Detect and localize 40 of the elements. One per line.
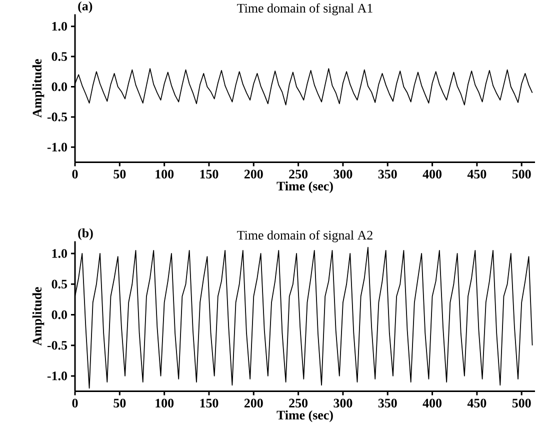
x-tick-label: 500	[512, 398, 531, 408]
x-tick-label: 150	[200, 170, 218, 178]
y-tick-label: 1.0	[52, 22, 67, 31]
y-axis-title: Amplitude	[32, 58, 44, 118]
x-tick-label: 400	[422, 398, 442, 408]
y-tick-label: -0.5	[47, 112, 68, 122]
x-tick-label: 100	[156, 398, 174, 408]
x-tick-label: 350	[378, 170, 397, 178]
x-tick-label: 300	[334, 398, 352, 408]
x-tick-label: 450	[467, 398, 486, 408]
x-tick-label: 200	[244, 170, 263, 178]
x-tick-label: 250	[289, 398, 308, 408]
x-tick-label: 0	[72, 398, 78, 408]
x-tick-label: 0	[72, 170, 78, 178]
y-tick-label: 0.5	[52, 52, 68, 61]
x-tick-label: 50	[114, 398, 126, 408]
y-tick-label: 0.0	[52, 310, 67, 319]
x-tick-label: 400	[422, 170, 442, 178]
y-tick-label: -0.5	[47, 340, 68, 350]
x-tick-label: 250	[289, 170, 308, 178]
text: (b)	[78, 228, 93, 240]
x-tick-label: 450	[467, 170, 486, 178]
x-tick-label: 300	[334, 170, 352, 178]
y-tick-label: -1.0	[47, 142, 67, 152]
y-axis-title: Amplitude	[32, 286, 44, 346]
y-tick-label: 0.0	[52, 82, 67, 92]
y-tick-label: 0.5	[52, 280, 68, 288]
text: (a)	[78, 1, 92, 13]
x-tick-label: 150	[200, 398, 218, 408]
y-tick-label: 1.0	[52, 248, 67, 258]
x-axis-title: Time (sec)	[276, 410, 333, 422]
chart-title: Time domain of signal A2	[237, 230, 372, 242]
y-tick-label: -1.0	[47, 371, 67, 380]
x-axis-title: Time (sec)	[276, 181, 333, 193]
chart-title: Time domain of signal A1	[237, 3, 372, 16]
x-tick-label: 200	[244, 398, 263, 408]
x-tick-label: 350	[378, 398, 397, 408]
x-tick-label: 500	[512, 170, 531, 178]
x-tick-label: 50	[114, 170, 126, 178]
x-tick-label: 100	[156, 170, 174, 178]
